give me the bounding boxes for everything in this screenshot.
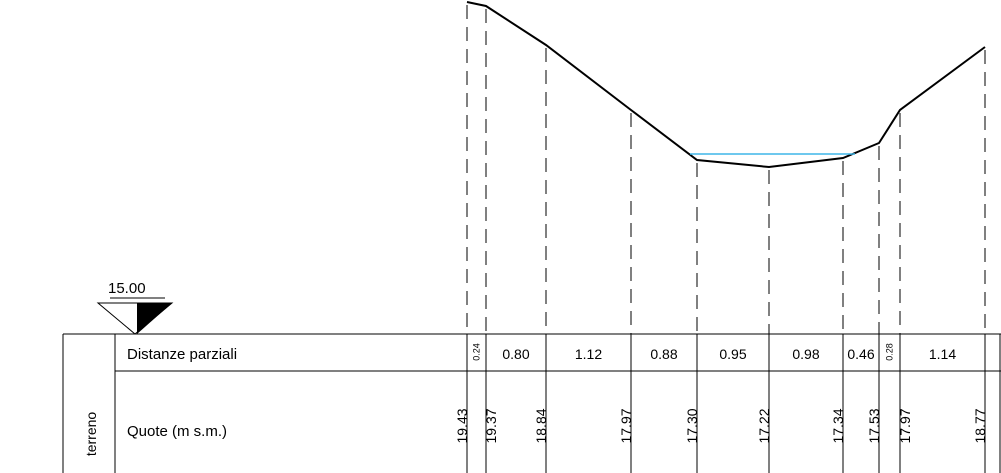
group-label-terreno: terreno <box>83 412 99 457</box>
distance-label-4: 0.88 <box>650 346 677 362</box>
datum-marker: 15.00 <box>96 280 174 335</box>
distance-labels: 0.24 0.80 1.12 0.88 0.95 0.98 0.46 0.28 1.14 <box>472 343 957 362</box>
elevation-label-9: 17.97 <box>897 408 913 443</box>
elevations-row-label: Quote (m s.m.) <box>127 423 227 440</box>
elevation-label-7: 17.34 <box>830 408 846 443</box>
datum-label: 15.00 <box>108 280 146 297</box>
elevation-label-6: 17.22 <box>756 408 772 443</box>
distances-row-label: Distanze parziali <box>127 346 237 363</box>
elevation-label-3: 18.84 <box>533 408 549 443</box>
distance-label-3: 1.12 <box>575 346 602 362</box>
distance-label-9: 1.14 <box>929 346 956 362</box>
profile-table <box>62 333 1001 473</box>
elevation-label-1: 19.43 <box>454 408 470 443</box>
distance-label-2: 0.80 <box>502 346 529 362</box>
distance-label-5: 0.95 <box>719 346 746 362</box>
distance-label-1: 0.24 <box>472 343 482 361</box>
terrain-profile-line <box>466 1 986 169</box>
station-lines <box>466 5 986 334</box>
distance-label-8: 0.28 <box>885 343 895 361</box>
distance-label-6: 0.98 <box>792 346 819 362</box>
elevation-label-4: 17.97 <box>618 408 634 443</box>
elevation-label-8: 17.53 <box>866 408 882 443</box>
elevation-labels: 19.43 19.37 18.84 17.97 17.30 17.22 17.34 17.53… <box>454 408 988 443</box>
elevation-label-2: 19.37 <box>483 408 499 443</box>
elevation-label-10: 18.77 <box>972 408 988 443</box>
table-station-ticks <box>466 334 1001 473</box>
elevation-label-5: 17.30 <box>684 408 700 443</box>
distance-label-7: 0.46 <box>847 346 874 362</box>
